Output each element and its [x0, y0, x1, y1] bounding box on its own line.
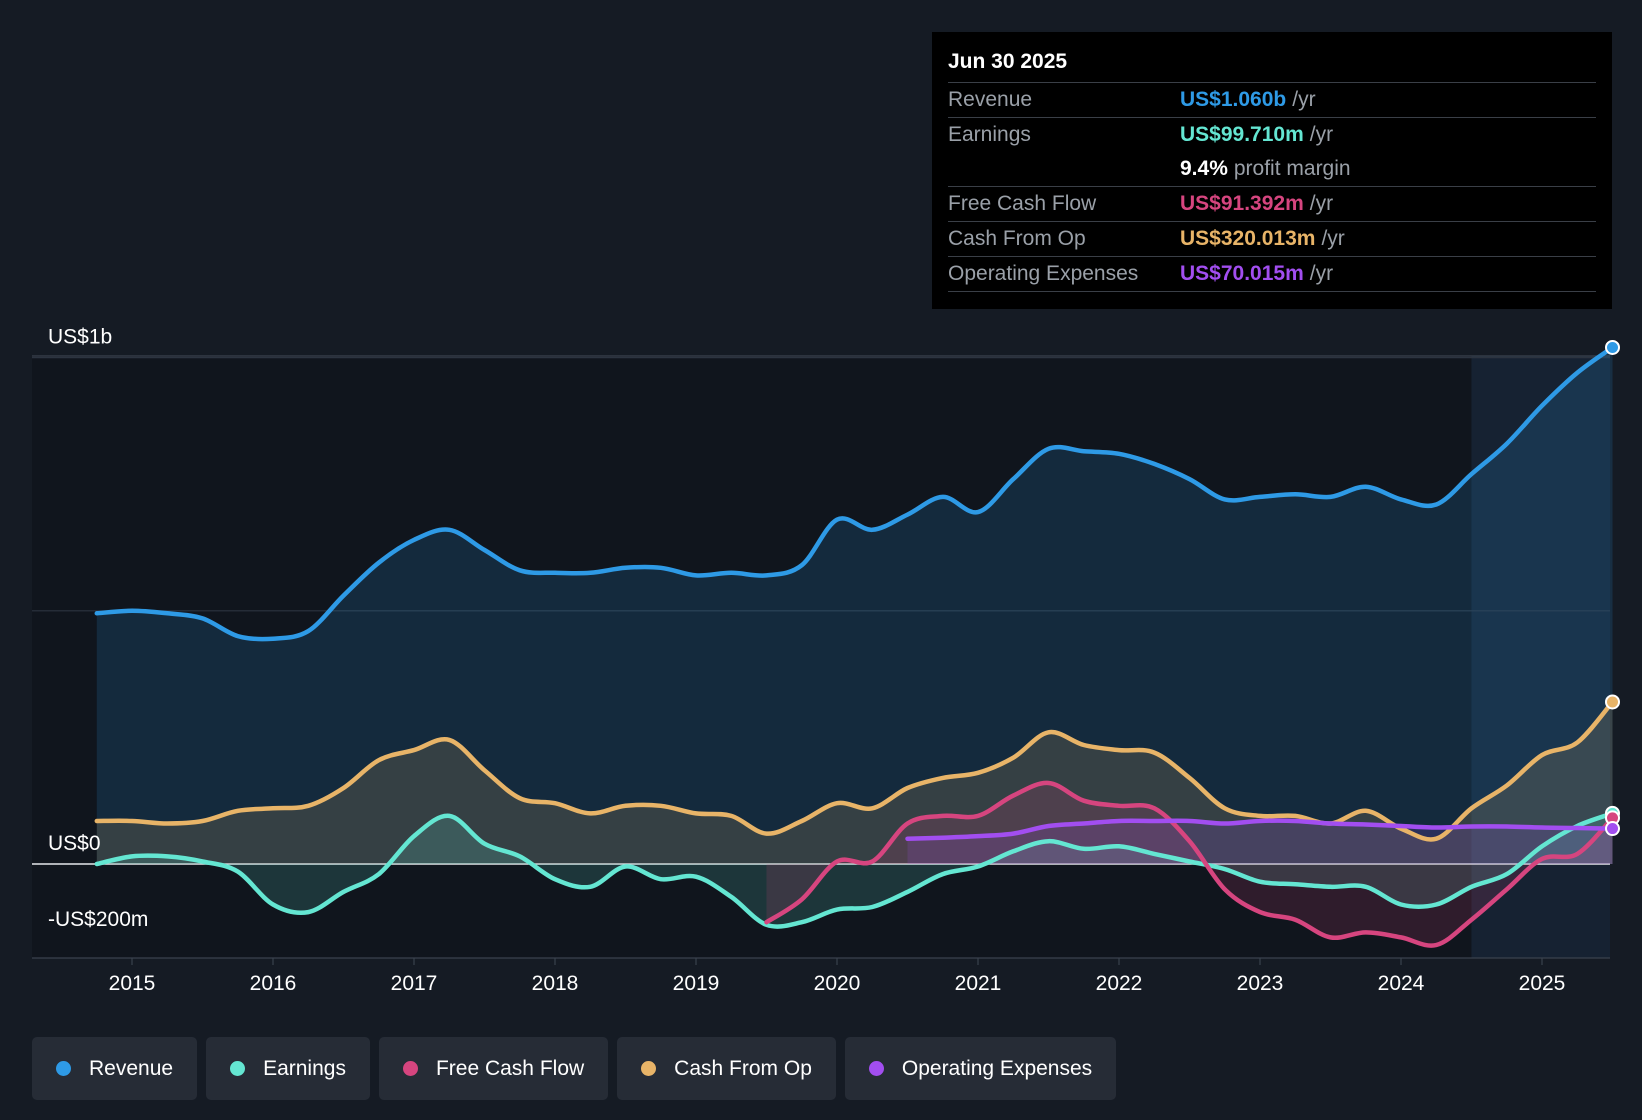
- data-tooltip: Jun 30 2025 Revenue US$1.060b /yr Earnin…: [932, 32, 1612, 309]
- earnings-area: [96, 813, 1613, 927]
- tooltip-value: 9.4%: [1180, 157, 1228, 180]
- tooltip-label: Earnings: [948, 123, 1031, 146]
- tooltip-value: US$99.710m: [1180, 123, 1304, 146]
- tooltip-row-cash-from-op: Cash From Op US$320.013m /yr: [948, 221, 1596, 256]
- legend-dot-icon: [230, 1061, 246, 1076]
- tooltip-label: Free Cash Flow: [948, 192, 1097, 215]
- x-tick-label: 2022: [1096, 972, 1143, 995]
- tooltip-unit: /yr: [1309, 262, 1334, 285]
- tooltip-label: Cash From Op: [948, 227, 1086, 250]
- tooltip-divider: [948, 291, 1596, 292]
- legend-label: Operating Expenses: [901, 1056, 1093, 1080]
- y-axis-label: US$1b: [48, 326, 112, 349]
- x-tick-label: 2015: [109, 972, 156, 995]
- legend-item-earnings[interactable]: Earnings: [206, 1037, 370, 1100]
- cash-from-op-line: [94, 699, 1615, 842]
- x-tick-label: 2019: [673, 972, 720, 995]
- earnings-line: [94, 811, 1615, 929]
- tooltip-row-operating-expenses: Operating Expenses US$70.015m /yr: [948, 256, 1596, 291]
- tooltip-unit: /yr: [1321, 227, 1345, 250]
- legend-label: Earnings: [263, 1056, 346, 1080]
- legend-item-revenue[interactable]: Revenue: [32, 1037, 198, 1100]
- operating-expenses-end-point: [1605, 821, 1620, 837]
- legend-item-operating-expenses[interactable]: Operating Expenses: [844, 1037, 1117, 1100]
- tooltip-value: US$320.013m: [1180, 227, 1316, 250]
- revenue-line: [94, 345, 1615, 642]
- tooltip-unit: /yr: [1309, 192, 1334, 215]
- tooltip-unit: /yr: [1309, 123, 1334, 146]
- revenue-end-point: [1605, 339, 1620, 355]
- tooltip-value: US$70.015m: [1180, 262, 1304, 285]
- operating-expenses-area: [907, 820, 1613, 864]
- tooltip-date: Jun 30 2025: [948, 50, 1068, 73]
- x-tick-label: 2023: [1237, 972, 1284, 995]
- y-axis-label: US$0: [48, 832, 101, 855]
- tooltip-value: US$91.392m: [1180, 192, 1304, 215]
- tooltip-label: Revenue: [948, 88, 1033, 111]
- chart-legend: Revenue Earnings Free Cash Flow Cash Fro…: [32, 1037, 1117, 1100]
- legend-dot-icon: [641, 1061, 657, 1076]
- legend-dot-icon: [402, 1061, 418, 1076]
- x-tick-label: 2024: [1378, 972, 1425, 995]
- tooltip-row-free-cash-flow: Free Cash Flow US$91.392m /yr: [948, 186, 1596, 221]
- plot-background: [32, 356, 1610, 958]
- legend-item-cash-from-op[interactable]: Cash From Op: [617, 1037, 836, 1100]
- tooltip-unit: profit margin: [1233, 157, 1351, 180]
- legend-item-free-cash-flow[interactable]: Free Cash Flow: [378, 1037, 609, 1100]
- tooltip-label: Operating Expenses: [948, 262, 1139, 285]
- tooltip-row-revenue: Revenue US$1.060b /yr: [948, 82, 1596, 117]
- tooltip-value: US$1.060b: [1180, 88, 1287, 111]
- tooltip-row-earnings: Earnings US$99.710m /yr: [948, 117, 1596, 152]
- legend-label: Revenue: [89, 1056, 174, 1080]
- legend-dot-icon: [868, 1061, 884, 1076]
- x-tick-label: 2017: [391, 972, 438, 995]
- y-axis-label: -US$200m: [48, 908, 148, 931]
- revenue-area: [96, 347, 1613, 864]
- x-tick-label: 2016: [250, 972, 297, 995]
- x-tick-label: 2018: [532, 972, 579, 995]
- free-cash-flow-line: [764, 780, 1615, 948]
- legend-label: Free Cash Flow: [435, 1056, 585, 1080]
- x-tick-label: 2020: [814, 972, 861, 995]
- legend-label: Cash From Op: [674, 1056, 812, 1080]
- x-tick-label: 2025: [1519, 972, 1566, 995]
- cash-from-op-end-point: [1605, 694, 1620, 710]
- legend-dot-icon: [56, 1061, 71, 1076]
- tooltip-unit: /yr: [1292, 88, 1316, 111]
- x-tick-label: 2021: [955, 972, 1002, 995]
- tooltip-row-profit-margin: 9.4% profit margin: [948, 152, 1596, 186]
- operating-expenses-line: [905, 818, 1615, 841]
